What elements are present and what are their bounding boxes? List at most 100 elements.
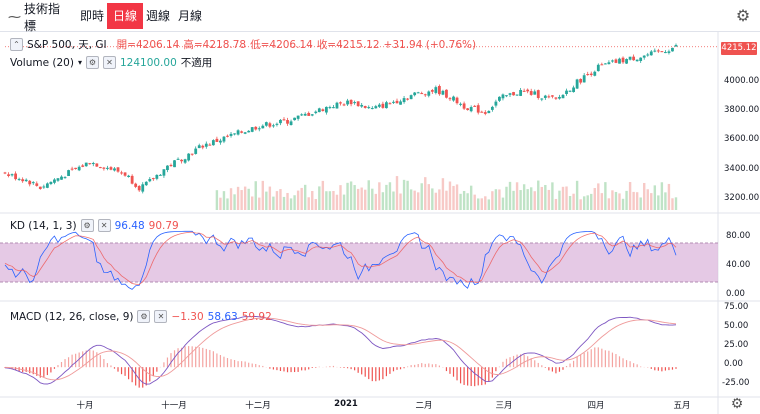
- main-legend: ⌃ S&P 500, 天, GI 開=4206.14 高=4218.78 低=4…: [10, 37, 476, 52]
- timeframe-weekly[interactable]: 週線: [146, 9, 171, 23]
- volume-bar: [314, 199, 317, 210]
- candle-body: [374, 106, 378, 109]
- candle-body: [254, 126, 258, 130]
- volume-bar: [632, 191, 635, 210]
- kd-axis-label: 40.00: [726, 260, 751, 270]
- candle-body: [395, 100, 399, 104]
- candle-body: [536, 90, 540, 98]
- candle-body: [321, 109, 325, 112]
- candle-body: [646, 54, 650, 56]
- symbol-label[interactable]: S&P 500, 天, GI: [27, 39, 107, 51]
- candle-body: [653, 50, 657, 52]
- candle-body: [377, 104, 381, 107]
- candle-body: [342, 104, 346, 106]
- candle-body: [614, 59, 618, 63]
- volume-bar: [402, 179, 406, 210]
- volume-indicator-name[interactable]: Volume (20): [10, 56, 74, 69]
- close-icon[interactable]: ✕: [102, 56, 116, 69]
- candle-body: [272, 125, 275, 127]
- candle-body: [554, 97, 558, 99]
- x-axis-label: 十一月: [161, 401, 187, 411]
- chart-settings-gear-icon[interactable]: ⚙: [730, 396, 744, 412]
- candle-body: [24, 179, 28, 182]
- candle-body: [158, 174, 162, 176]
- volume-bar: [364, 189, 367, 210]
- macd-axis-label: 0.00: [724, 359, 743, 369]
- candle-body: [335, 102, 339, 109]
- candle-body: [558, 96, 561, 99]
- settings-icon[interactable]: ⚙: [137, 310, 151, 323]
- volume-bar: [247, 188, 250, 210]
- settings-icon[interactable]: ⚙: [85, 56, 99, 69]
- candle-body: [625, 59, 628, 64]
- volume-bar: [575, 180, 579, 210]
- volume-bar: [593, 188, 596, 210]
- volume-bar: [293, 195, 296, 210]
- candle-body: [635, 59, 639, 62]
- candle-body: [116, 167, 120, 172]
- candle-body: [656, 50, 660, 52]
- candle-body: [49, 181, 53, 185]
- candle-body: [494, 101, 498, 106]
- volume-bar: [226, 198, 229, 210]
- volume-bar: [459, 193, 462, 210]
- volume-bar: [342, 194, 346, 210]
- volume-bar: [547, 189, 551, 210]
- candle-body: [434, 87, 438, 93]
- candle-body: [441, 90, 445, 95]
- candle-body: [204, 143, 208, 147]
- volume-bar: [628, 181, 632, 210]
- volume-bar: [339, 185, 342, 210]
- candle-body: [487, 110, 491, 114]
- last-price-tag: 4215.12: [721, 42, 757, 55]
- candle-body: [575, 79, 579, 89]
- close-icon[interactable]: ✕: [97, 219, 111, 232]
- timeframe-realtime[interactable]: 即時: [80, 9, 105, 23]
- volume-bar: [303, 184, 307, 210]
- candle-body: [579, 78, 583, 83]
- chevron-down-icon[interactable]: ▾: [77, 58, 82, 67]
- candle-body: [339, 102, 342, 104]
- indicators-button[interactable]: ⁓ 技術指標: [8, 2, 68, 33]
- candle-body: [483, 112, 487, 114]
- candle-body: [240, 131, 244, 133]
- candle-body: [402, 98, 406, 103]
- volume-bar: [374, 193, 378, 210]
- candle-body: [353, 102, 357, 104]
- collapse-icon[interactable]: ⌃: [10, 38, 23, 51]
- volume-bar: [618, 193, 621, 210]
- volume-bar: [335, 194, 339, 210]
- candle-body: [28, 180, 32, 185]
- volume-bar: [286, 192, 289, 210]
- candle-body: [229, 133, 233, 136]
- candle-body: [123, 172, 127, 176]
- candle-body: [293, 117, 296, 121]
- candle-body: [300, 114, 304, 116]
- candle-body: [67, 170, 70, 176]
- candle-body: [568, 90, 572, 92]
- candle-body: [346, 100, 349, 105]
- close-icon[interactable]: ✕: [154, 310, 168, 323]
- volume-bar: [413, 190, 416, 210]
- volume-bar: [265, 191, 268, 210]
- candle-body: [600, 64, 604, 66]
- volume-bar: [650, 193, 653, 210]
- candle-body: [169, 164, 173, 166]
- timeframe-monthly[interactable]: 月線: [178, 9, 203, 23]
- volume-bar: [222, 191, 226, 210]
- volume-bar: [639, 197, 642, 210]
- candle-body: [416, 92, 420, 94]
- settings-icon[interactable]: ⚙: [80, 219, 94, 232]
- candle-body: [462, 103, 466, 109]
- candle-body: [7, 174, 10, 176]
- volume-bar: [416, 192, 420, 210]
- volume-bar: [522, 184, 526, 210]
- candle-body: [282, 119, 286, 121]
- settings-gear-icon[interactable]: ⚙: [735, 6, 751, 25]
- timeframe-daily[interactable]: 日線: [107, 3, 144, 29]
- kd-indicator-name[interactable]: KD (14, 1, 3): [10, 219, 77, 232]
- volume-bar: [371, 188, 374, 210]
- candle-body: [84, 162, 88, 167]
- macd-indicator-name[interactable]: MACD (12, 26, close, 9): [10, 310, 134, 323]
